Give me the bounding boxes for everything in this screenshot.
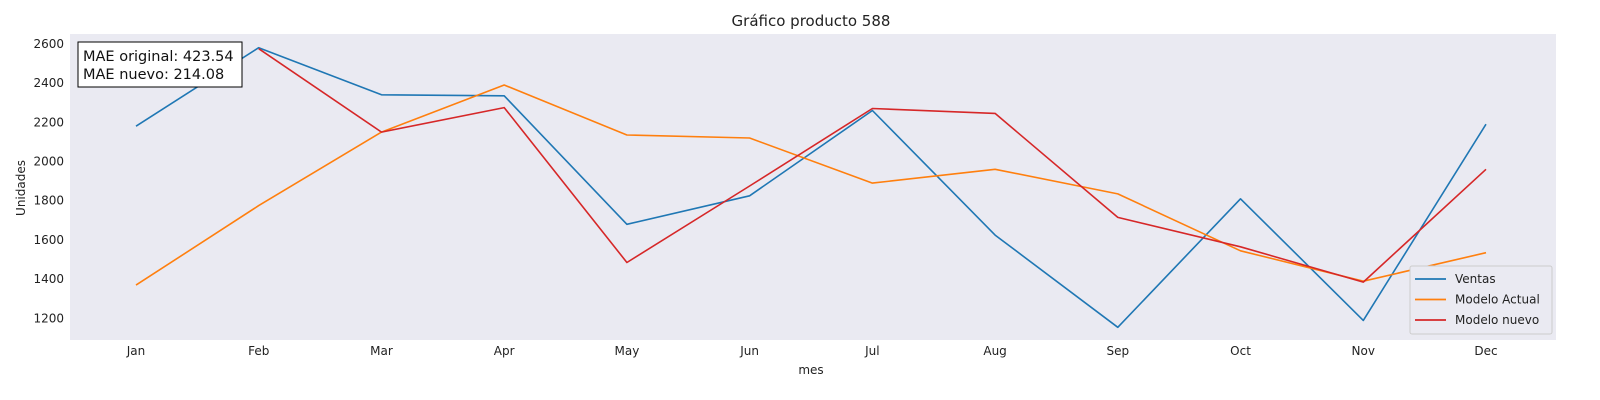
series-line-modelo-actual [135,84,1487,286]
y-tick-label: 1600 [33,233,64,247]
annotation-mae-nuevo: MAE nuevo: 214.08 [83,67,224,83]
annotation-box [77,41,243,88]
legend-label: Modelo nuevo [1455,313,1539,327]
legend-label: Ventas [1455,272,1496,286]
y-tick-label: 1800 [33,194,64,208]
x-axis-label: mes [798,363,823,377]
legend-label: Modelo Actual [1455,293,1540,307]
y-tick-label: 2600 [33,37,64,51]
x-tick-label: Feb [248,344,269,358]
legend-box [1409,265,1553,335]
x-tick-label: Dec [1474,344,1497,358]
y-tick-label: 1400 [33,272,64,286]
annotation-mae-original: MAE original: 423.54 [83,49,234,65]
y-tick-label: 1200 [33,311,64,325]
x-tick-label: Jan [126,344,146,358]
y-axis-ticks: 1200 1400 1600 1800 2000 2200 2400 2600 [33,37,64,326]
chart-title: Gráfico producto 588 [732,12,891,30]
x-tick-label: May [615,344,640,358]
x-tick-label: Jun [739,344,759,358]
legend: Ventas Modelo Actual Modelo nuevo [1409,265,1553,335]
x-tick-label: Aug [983,344,1006,358]
x-tick-label: Oct [1230,344,1251,358]
y-axis-label: Unidades [14,160,28,216]
x-tick-label: Apr [494,344,515,358]
x-axis-ticks: Jan Feb Mar Apr May Jun Jul Aug Sep Oct Nov Dec [126,344,1498,358]
y-tick-label: 2000 [33,155,64,169]
series-lines [135,46,1487,329]
x-tick-label: Sep [1107,344,1130,358]
y-tick-label: 2400 [33,76,64,90]
x-tick-label: Mar [370,344,393,358]
mae-annotation: MAE original: 423.54 MAE nuevo: 214.08 [77,41,243,88]
series-line-ventas [135,46,1487,329]
x-tick-label: Nov [1352,344,1375,358]
series-line-modelo-nuevo [258,48,1487,283]
x-tick-label: Jul [864,344,879,358]
y-tick-label: 2200 [33,115,64,129]
plot-area [70,34,1556,340]
